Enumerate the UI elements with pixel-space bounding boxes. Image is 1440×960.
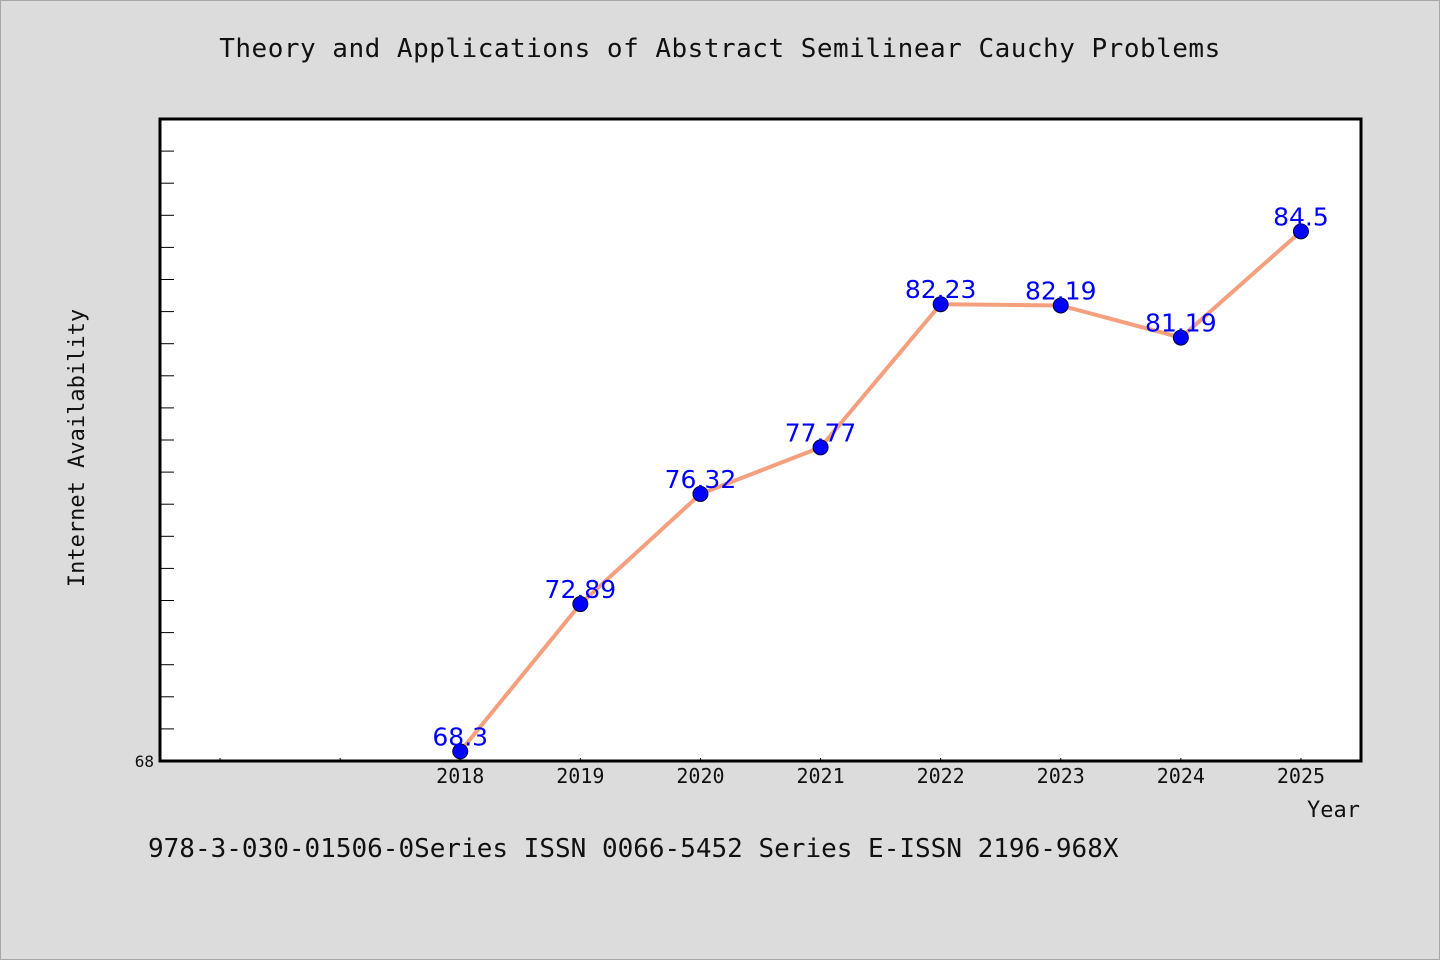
data-point [452, 743, 469, 760]
series-line [458, 229, 1303, 753]
data-point [1052, 297, 1069, 314]
chart-title: Theory and Applications of Abstract Semi… [219, 34, 1221, 64]
y-axis-ticks: 68 [135, 150, 174, 771]
data-label: 72.89 [545, 575, 617, 604]
data-point [692, 485, 709, 502]
plot-area [158, 117, 1363, 763]
x-tick-label: 2023 [1037, 764, 1085, 788]
data-label: 77.77 [785, 418, 857, 447]
y-tick-label: 68 [135, 752, 154, 771]
data-point [572, 596, 589, 613]
x-axis-ticks: 2018 2019 2020 2021 2022 2023 2024 2025 [219, 758, 1325, 788]
data-label: 68.3 [432, 722, 488, 751]
x-axis-label: Year [1307, 798, 1360, 823]
x-tick-label: 2022 [917, 764, 965, 788]
x-tick-label: 2021 [796, 764, 844, 788]
data-point [812, 439, 829, 456]
x-tick-label: 2024 [1157, 764, 1205, 788]
data-point [1172, 329, 1189, 346]
y-axis-label: Internet Availability [65, 309, 90, 587]
x-tick-label: 2019 [556, 764, 604, 788]
data-label: 76.32 [665, 465, 737, 494]
data-point [932, 296, 949, 313]
x-tick-label: 2018 [436, 764, 484, 788]
data-label: 82.19 [1025, 277, 1097, 306]
isbn-footer: 978-3-030-01506-0Series ISSN 0066-5452 S… [148, 834, 1119, 864]
x-tick-label: 2020 [676, 764, 724, 788]
data-label: 81.19 [1145, 309, 1217, 338]
x-tick-label: 2025 [1277, 764, 1325, 788]
data-point [1292, 223, 1309, 240]
data-label: 82.23 [905, 275, 977, 304]
data-label: 84.5 [1273, 202, 1329, 231]
series-group: 68.3 72.89 76.32 77.77 82.23 82.19 81.19 84.5 [432, 202, 1329, 760]
